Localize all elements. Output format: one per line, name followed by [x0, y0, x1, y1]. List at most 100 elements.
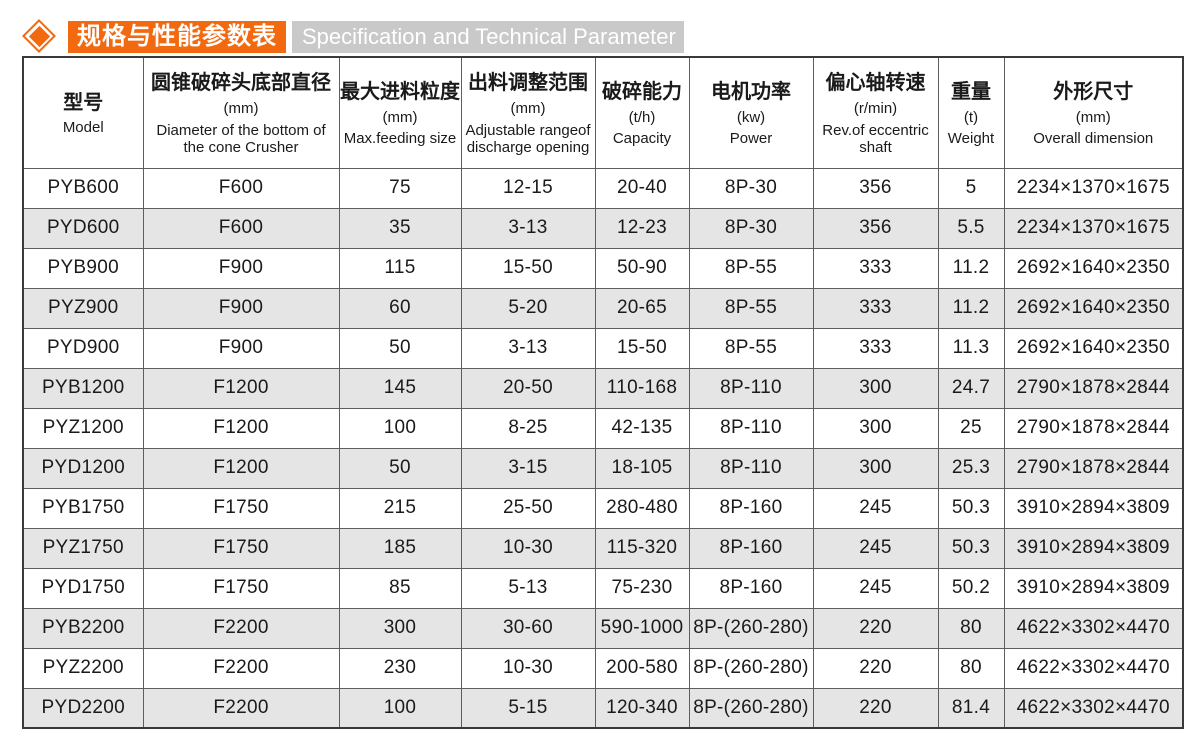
- cell-overall-dimension: 2234×1370×1675: [1003, 207, 1184, 249]
- cell-discharge-range: 25-50: [460, 487, 596, 529]
- page-title-english: Specification and Technical Parameter: [292, 20, 684, 53]
- column-header-unit-label: (kw): [736, 108, 766, 126]
- cell-weight: 50.3: [937, 487, 1005, 529]
- cell-discharge-range: 20-50: [460, 367, 596, 409]
- table-header-row: 型号 Model 圆锥破碎头底部直径 (mm) Diameter of the bott…: [22, 56, 1184, 169]
- cell-eccentric-speed: 333: [812, 287, 939, 329]
- cell-eccentric-speed: 220: [812, 647, 939, 689]
- column-header-eccentric-speed: 偏心轴转速 (r/min) Rev.of eccentric shaft: [812, 56, 939, 169]
- cell-max-feeding: 35: [338, 207, 462, 249]
- cell-weight: 25: [937, 407, 1005, 449]
- table-row-pyb1750: PYB1750 F1750 215 25-50 280-480 8P-160 245 50.3…: [22, 487, 1184, 529]
- cell-diameter: F2200: [142, 687, 340, 729]
- cell-power: 8P-160: [688, 487, 814, 529]
- model-cell: PYZ1750: [22, 527, 144, 569]
- cell-overall-dimension: 4622×3302×4470: [1003, 687, 1184, 729]
- cell-power: 8P-(260-280): [688, 647, 814, 689]
- cell-max-feeding: 85: [338, 567, 462, 609]
- column-header-cn-label: 破碎能力: [602, 80, 682, 103]
- cell-eccentric-speed: 220: [812, 687, 939, 729]
- cell-capacity: 42-135: [594, 407, 690, 449]
- model-cell: PYB1200: [22, 367, 144, 409]
- cell-eccentric-speed: 356: [812, 207, 939, 249]
- cell-eccentric-speed: 245: [812, 527, 939, 569]
- diamond-icon: [20, 17, 60, 57]
- table-row-pyz1200: PYZ1200 F1200 100 8-25 42-135 8P-110 300 25 2790…: [22, 407, 1184, 449]
- column-header-cn-label: 出料调整范围: [468, 72, 588, 95]
- cell-discharge-range: 5-20: [460, 287, 596, 329]
- cell-weight: 5: [937, 167, 1005, 209]
- model-cell: PYZ1200: [22, 407, 144, 449]
- cell-diameter: F900: [142, 327, 340, 369]
- cell-discharge-range: 3-13: [460, 207, 596, 249]
- cell-power: 8P-55: [688, 327, 814, 369]
- model-cell: PYZ900: [22, 287, 144, 329]
- cell-overall-dimension: 2790×1878×2844: [1003, 447, 1184, 489]
- cell-power: 8P-30: [688, 207, 814, 249]
- column-header-en-label: Capacity: [612, 130, 672, 148]
- cell-capacity: 115-320: [594, 527, 690, 569]
- cell-max-feeding: 100: [338, 687, 462, 729]
- column-header-en-label: Adjustable rangeof discharge opening: [465, 121, 591, 156]
- cell-eccentric-speed: 220: [812, 607, 939, 649]
- column-header-diameter: 圆锥破碎头底部直径 (mm) Diameter of the bottom of t…: [142, 56, 340, 169]
- column-header-en-label: Max.feeding size: [343, 130, 457, 148]
- table-row-pyd1750: PYD1750 F1750 85 5-13 75-230 8P-160 245 50.2 391…: [22, 567, 1184, 609]
- model-cell: PYD600: [22, 207, 144, 249]
- cell-diameter: F600: [142, 207, 340, 249]
- column-header-en-label: Power: [729, 130, 773, 148]
- column-header-unit-label: (mm): [510, 100, 546, 118]
- column-header-weight: 重量 (t) Weight: [937, 56, 1005, 169]
- cell-weight: 25.3: [937, 447, 1005, 489]
- cell-power: 8P-(260-280): [688, 607, 814, 649]
- column-header-max-feeding: 最大进料粒度 (mm) Max.feeding size: [338, 56, 462, 169]
- table-row-pyz1750: PYZ1750 F1750 185 10-30 115-320 8P-160 245 50.3…: [22, 527, 1184, 569]
- column-header-overall-dimension: 外形尺寸 (mm) Overall dimension: [1003, 56, 1184, 169]
- column-header-unit-label: (t/h): [628, 108, 656, 126]
- model-cell: PYB600: [22, 167, 144, 209]
- table-body: PYB600 F600 75 12-15 20-40 8P-30 356 5 2234×1370…: [22, 167, 1184, 729]
- column-header-cn-label: 偏心轴转速: [825, 72, 926, 95]
- model-cell: PYD1750: [22, 567, 144, 609]
- cell-eccentric-speed: 245: [812, 487, 939, 529]
- cell-capacity: 110-168: [594, 367, 690, 409]
- column-header-en-label: Model: [62, 119, 104, 137]
- cell-overall-dimension: 2692×1640×2350: [1003, 287, 1184, 329]
- cell-discharge-range: 3-13: [460, 327, 596, 369]
- cell-overall-dimension: 2790×1878×2844: [1003, 407, 1184, 449]
- cell-max-feeding: 115: [338, 247, 462, 289]
- column-header-capacity: 破碎能力 (t/h) Capacity: [594, 56, 690, 169]
- cell-capacity: 12-23: [594, 207, 690, 249]
- table-row-pyb900: PYB900 F900 115 15-50 50-90 8P-55 333 11.2 2692×…: [22, 247, 1184, 289]
- cell-power: 8P-110: [688, 407, 814, 449]
- cell-max-feeding: 215: [338, 487, 462, 529]
- column-header-power: 电机功率 (kw) Power: [688, 56, 814, 169]
- cell-power: 8P-(260-280): [688, 687, 814, 729]
- table-row-pyd1200: PYD1200 F1200 50 3-15 18-105 8P-110 300 25.3 279…: [22, 447, 1184, 489]
- model-cell: PYD1200: [22, 447, 144, 489]
- cell-max-feeding: 300: [338, 607, 462, 649]
- column-header-cn-label: 型号: [63, 92, 104, 115]
- page-title-chinese: 规格与性能参数表: [68, 20, 286, 53]
- cell-weight: 11.2: [937, 247, 1005, 289]
- cell-diameter: F2200: [142, 647, 340, 689]
- cell-weight: 11.3: [937, 327, 1005, 369]
- column-header-cn-label: 外形尺寸: [1053, 80, 1134, 103]
- cell-max-feeding: 230: [338, 647, 462, 689]
- table-row-pyb2200: PYB2200 F2200 300 30-60 590-1000 8P-(260-280)…: [22, 607, 1184, 649]
- cell-discharge-range: 5-15: [460, 687, 596, 729]
- cell-eccentric-speed: 356: [812, 167, 939, 209]
- column-header-unit-label: (mm): [1075, 108, 1111, 126]
- cell-diameter: F600: [142, 167, 340, 209]
- cell-overall-dimension: 2692×1640×2350: [1003, 327, 1184, 369]
- cell-capacity: 120-340: [594, 687, 690, 729]
- cell-capacity: 200-580: [594, 647, 690, 689]
- cell-weight: 50.2: [937, 567, 1005, 609]
- cell-capacity: 20-65: [594, 287, 690, 329]
- cell-max-feeding: 50: [338, 447, 462, 489]
- cell-capacity: 50-90: [594, 247, 690, 289]
- cell-max-feeding: 185: [338, 527, 462, 569]
- column-header-discharge-range: 出料调整范围 (mm) Adjustable rangeof discharge o…: [460, 56, 596, 169]
- cell-eccentric-speed: 300: [812, 367, 939, 409]
- cell-capacity: 20-40: [594, 167, 690, 209]
